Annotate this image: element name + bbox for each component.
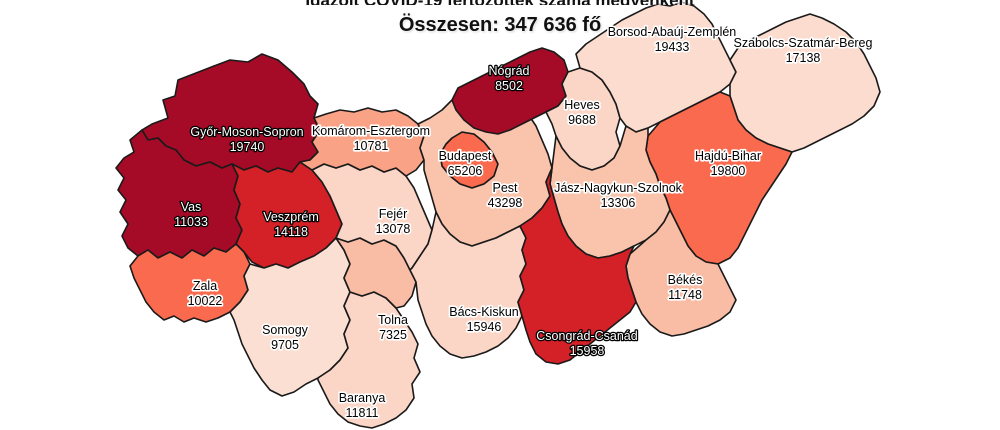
label-value: 11748 <box>668 288 702 302</box>
label-name: Komárom-Esztergom <box>312 124 430 138</box>
label-value: 9688 <box>568 113 596 127</box>
label-name: Csongrád-Csanád <box>536 329 637 343</box>
label-baranya: Baranya 11811 <box>337 389 387 421</box>
label-name: Békés <box>668 273 703 287</box>
label-gyor-moson-sopron: Győr-Moson-Sopron 19740 <box>189 124 305 156</box>
label-name: Jász-Nagykun-Szolnok <box>554 181 683 195</box>
label-zala: Zala 10022 <box>186 277 224 309</box>
total-label: Összesen: 347 636 fő <box>398 14 602 36</box>
label-value: 9705 <box>271 338 299 352</box>
label-value: 14118 <box>274 225 308 239</box>
label-value: 7325 <box>379 328 407 342</box>
label-value: 19740 <box>230 140 265 154</box>
label-borsod-abauj-zemplen: Borsod-Abaúj-Zemplén 19433 <box>606 23 738 55</box>
label-value: 11811 <box>346 406 379 420</box>
label-value: 13306 <box>601 196 636 210</box>
label-tolna: Tolna 7325 <box>376 311 409 343</box>
label-name: Budapest <box>439 149 492 163</box>
label-value: 15946 <box>467 320 502 334</box>
label-veszprem: Veszprém 14118 <box>262 209 320 241</box>
label-name: Vas <box>181 200 202 214</box>
label-name: Pest <box>492 181 518 195</box>
label-name: Heves <box>564 98 599 112</box>
label-somogy: Somogy 9705 <box>260 321 310 353</box>
label-pest: Pest 43298 <box>486 179 524 211</box>
county-shapes-group <box>115 1 881 429</box>
label-name: Szabolcs-Szatmár-Bereg <box>734 36 873 50</box>
label-name: Bács-Kiskun <box>449 305 519 319</box>
label-name: Somogy <box>262 323 309 337</box>
label-value: 17138 <box>786 51 821 65</box>
label-name: Borsod-Abaúj-Zemplén <box>608 25 737 39</box>
label-value: 43298 <box>488 196 523 210</box>
label-value: 10781 <box>354 139 389 153</box>
label-name: Fejér <box>379 207 407 221</box>
label-bacs-kiskun: Bács-Kiskun 15946 <box>448 303 521 335</box>
label-jasz-nagykun-szolnok: Jász-Nagykun-Szolnok 13306 <box>552 179 684 211</box>
label-hajdu-bihar: Hajdú-Bihar 19800 <box>693 147 762 179</box>
label-name: Tolna <box>378 313 408 327</box>
label-value: 11033 <box>174 215 208 229</box>
label-fejer: Fejér 13078 <box>374 205 412 237</box>
label-value: 15958 <box>570 344 605 358</box>
label-name: Nógrád <box>489 64 530 78</box>
county-csongrad-csanad[interactable] <box>517 167 637 365</box>
label-budapest: Budapest 65206 <box>437 147 494 179</box>
label-szabolcs-szatmar-bereg: Szabolcs-Szatmár-Bereg 17138 <box>732 34 874 66</box>
label-value: 65206 <box>448 164 483 178</box>
label-komarom-esztergom: Komárom-Esztergom 10781 <box>310 122 431 154</box>
label-name: Győr-Moson-Sopron <box>190 125 303 139</box>
label-name: Hajdú-Bihar <box>695 149 761 163</box>
county-labels-group: Győr-Moson-Sopron 19740 Vas 11033 Veszpr… <box>173 23 874 421</box>
chart-title: Igazolt COVID-19 fertőzöttek száma megyé… <box>0 0 1000 5</box>
label-value: 13078 <box>376 222 411 236</box>
label-nograd: Nógrád 8502 <box>487 63 531 95</box>
label-vas: Vas 11033 <box>173 199 209 231</box>
label-value: 8502 <box>495 79 523 93</box>
label-name: Veszprém <box>263 210 319 224</box>
label-value: 10022 <box>188 294 223 308</box>
label-name: Baranya <box>339 391 386 405</box>
label-value: 19800 <box>711 164 746 178</box>
label-value: 19433 <box>655 40 690 54</box>
label-heves: Heves 9688 <box>563 96 602 128</box>
label-csongrad-csanad: Csongrád-Csanád 15958 <box>535 328 639 360</box>
label-bekes: Békés 11748 <box>666 271 704 303</box>
label-name: Zala <box>193 279 217 293</box>
